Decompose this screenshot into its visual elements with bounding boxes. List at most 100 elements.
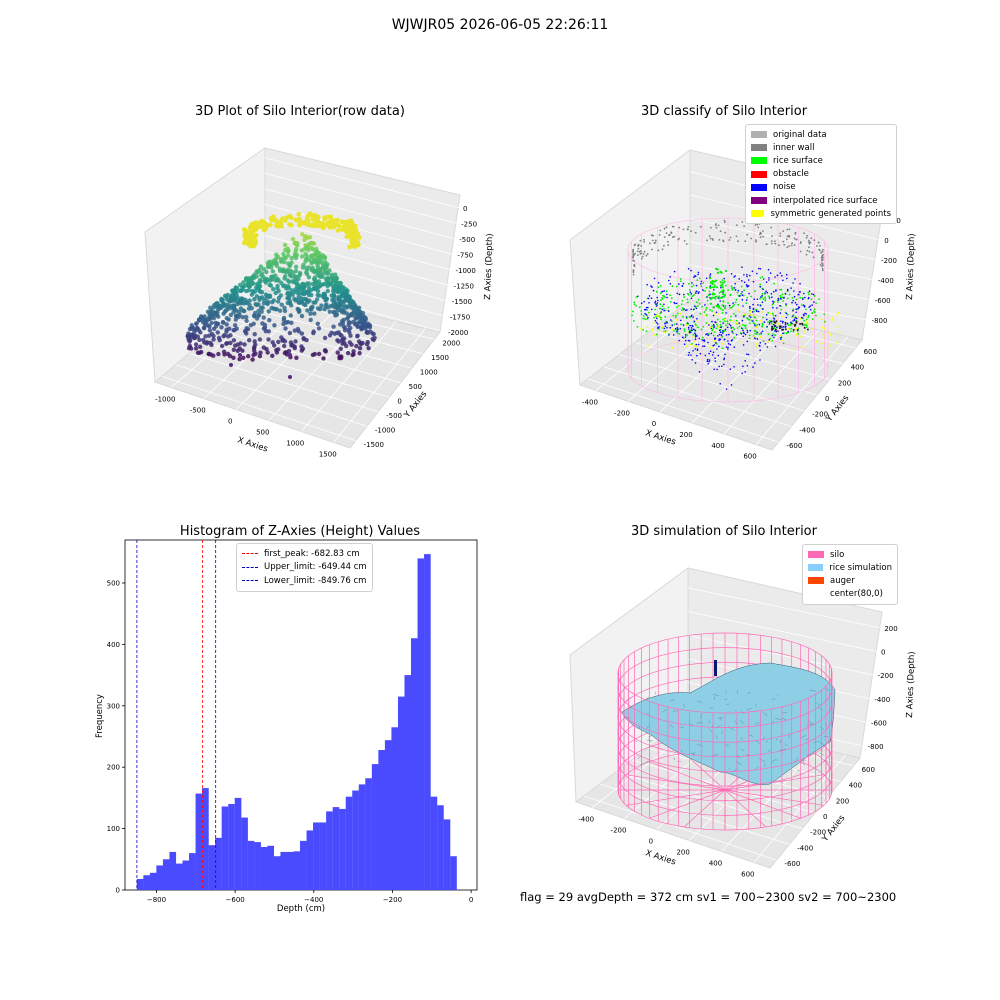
- panel4-silo-ring: [617, 760, 833, 802]
- panel2-point: [743, 315, 745, 318]
- panel2-point: [671, 328, 674, 331]
- panel2-point: [742, 329, 744, 332]
- panel4-mesh-line: [767, 749, 771, 752]
- histogram-bar: [286, 851, 294, 890]
- panel1-point: [238, 341, 243, 346]
- panel2-point: [669, 283, 672, 285]
- panel2-point: [661, 305, 664, 307]
- panel2-point: [717, 224, 720, 227]
- panel4-silo-spoke: [649, 789, 726, 819]
- panel2-point: [740, 333, 743, 335]
- panel4-silo-spoke: [724, 789, 801, 819]
- panel1-point: [335, 217, 341, 223]
- panel2-point: [759, 233, 761, 236]
- panel1-point: [249, 243, 255, 248]
- panel2-point: [781, 328, 784, 331]
- panel2-point: [685, 324, 688, 327]
- panel1-ztick: -1250: [454, 283, 474, 291]
- panel2-point: [664, 309, 667, 312]
- panel2-point: [782, 279, 784, 282]
- panel2-point: [775, 330, 778, 333]
- panel2-point: [821, 265, 823, 268]
- histogram-bar: [437, 805, 444, 890]
- panel2-point: [687, 228, 689, 231]
- panel4-mesh-line: [669, 724, 674, 729]
- panel2-point: [749, 316, 752, 319]
- panel2-point: [724, 305, 727, 307]
- panel2-point: [765, 290, 767, 293]
- panel2-point: [705, 333, 707, 336]
- panel2-title: 3D classify of Silo Interior: [640, 104, 808, 119]
- panel2-point: [794, 278, 796, 280]
- panel2-point: [714, 357, 716, 360]
- panel2-point: [722, 342, 724, 345]
- panel2-point: [754, 290, 756, 292]
- panel2-point: [697, 298, 700, 301]
- panel2-point: [723, 219, 726, 222]
- panel2-point: [799, 296, 802, 299]
- panel1-point: [290, 236, 296, 242]
- panel1-point: [244, 314, 249, 320]
- panel4-mesh-line: [801, 762, 806, 765]
- panel1-point: [356, 305, 362, 310]
- panel1-point: [232, 328, 237, 333]
- panel2-point: [728, 323, 731, 326]
- panel1-point: [209, 320, 214, 326]
- panel2-point: [823, 320, 826, 323]
- panel2-point: [731, 331, 734, 333]
- panel2-ytick: -400: [799, 426, 815, 434]
- panel2-point: [664, 325, 667, 327]
- panel1-point: [332, 331, 337, 336]
- figure-suptitle: WJWJR05 2026-06-05 22:26:11: [391, 17, 609, 33]
- histogram-bar: [424, 554, 431, 890]
- panel1-point: [244, 228, 249, 234]
- panel1-point: [309, 259, 314, 265]
- panel2-point: [785, 332, 788, 335]
- panel1-point: [339, 227, 345, 232]
- panel2-point: [661, 290, 664, 293]
- panel2-point: [777, 297, 780, 300]
- panel2-point: [772, 302, 775, 304]
- panel2-point: [767, 312, 770, 314]
- panel2-point: [690, 354, 692, 356]
- panel2-ytick: 400: [851, 364, 864, 372]
- panel1-point: [291, 289, 297, 295]
- panel4-silo-spoke: [724, 789, 824, 806]
- panel4-ytick: 200: [836, 797, 849, 805]
- panel1-point: [264, 347, 269, 352]
- panel1-point: [285, 249, 291, 254]
- panel2-point: [653, 333, 656, 336]
- panel3-xtick: 0: [469, 896, 473, 904]
- panel2-point: [761, 325, 763, 328]
- panel1-point: [337, 307, 342, 313]
- panel2-point: [642, 329, 645, 331]
- panel2-point: [699, 225, 702, 228]
- panel2-point: [829, 345, 831, 347]
- panel2-point: [755, 319, 758, 322]
- panel2-point: [791, 242, 793, 245]
- panel1-point: [191, 326, 196, 331]
- panel1-point: [257, 354, 263, 359]
- panel2-point: [746, 285, 748, 288]
- panel2-point: [707, 341, 709, 344]
- panel2-point: [672, 334, 675, 336]
- panel2-point: [724, 307, 726, 310]
- panel2-point: [666, 293, 668, 296]
- panel2-point: [730, 315, 732, 318]
- panel2-point: [743, 289, 746, 292]
- panel1-point: [282, 255, 287, 260]
- histogram-bar: [149, 872, 157, 890]
- panel2-point: [719, 308, 722, 310]
- panel2-point: [648, 295, 651, 297]
- panel2-point: [681, 307, 684, 310]
- panel2-point: [793, 295, 796, 298]
- panel2-point: [721, 365, 723, 368]
- panel4-mesh-line: [740, 748, 745, 752]
- panel2-point: [805, 313, 808, 315]
- panel2-point: [725, 346, 728, 348]
- panel2-point: [711, 320, 713, 323]
- panel2-point: [633, 244, 636, 247]
- panel2-point: [709, 273, 712, 275]
- panel2-point: [706, 296, 708, 298]
